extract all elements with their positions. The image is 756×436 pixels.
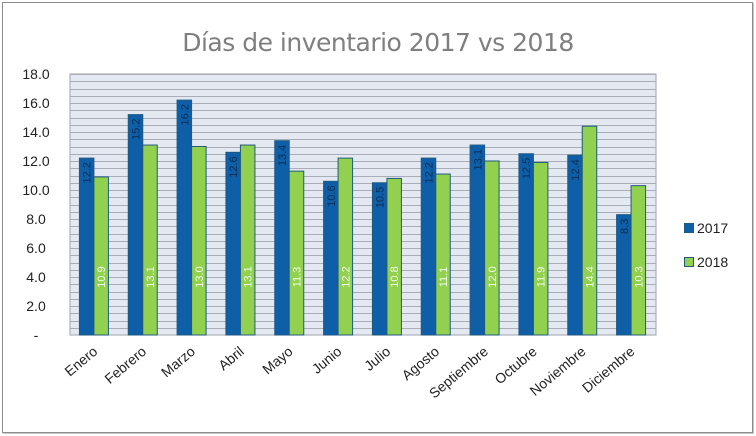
bar-2018-julio (386, 177, 402, 336)
bar-2017-febrero (127, 114, 144, 336)
data-label-2018-octubre: 11.9 (536, 267, 548, 288)
data-label-2017-diciembre: 8.3 (619, 219, 631, 234)
data-label-2018-junio: 12.2 (340, 266, 352, 287)
bar-2018-octubre (532, 161, 549, 336)
data-label-2017-septiembre: 13.1 (472, 149, 484, 170)
x-tick-label-julio: Julio (361, 343, 394, 374)
data-label-2017-abril: 12.6 (228, 156, 240, 177)
data-label-2018-noviembre: 14.4 (585, 266, 597, 287)
data-label-2017-enero: 12.2 (82, 162, 94, 183)
bar-2018-mayo (288, 170, 305, 336)
x-tick-label-enero: Enero (61, 343, 100, 379)
data-label-2017-junio: 10.6 (326, 185, 338, 206)
legend-label-2017: 2017 (697, 220, 729, 236)
data-label-2018-septiembre: 12.0 (487, 266, 499, 287)
y-tick-label: 2.0 (26, 298, 46, 314)
bar-2017-marzo (176, 99, 193, 336)
data-label-2018-diciembre: 10.3 (633, 266, 645, 287)
x-tick-label-febrero: Febrero (101, 343, 149, 387)
data-label-2018-agosto: 11.1 (438, 267, 450, 288)
bar-2017-abril (225, 151, 241, 336)
legend-swatch-2018 (684, 257, 694, 267)
data-label-2017-julio: 10.5 (375, 187, 387, 208)
data-label-2018-abril: 13.1 (243, 266, 255, 287)
data-label-2017-febrero: 15.2 (131, 119, 143, 140)
bar-2018-marzo (191, 146, 207, 336)
y-tick-label: 6.0 (26, 240, 46, 256)
data-label-2018-febrero: 13.1 (145, 266, 157, 287)
bar-2018-enero (93, 176, 109, 336)
legend: 2017 2018 (684, 218, 728, 286)
bar-2017-agosto (420, 157, 437, 336)
data-label-2017-agosto: 12.2 (424, 162, 436, 183)
data-label-2017-octubre: 12.5 (521, 158, 533, 179)
legend-label-2018: 2018 (697, 254, 729, 270)
y-tick-label: 18.0 (22, 66, 49, 82)
bar-2018-junio (337, 157, 354, 336)
bar-2018-abril (239, 144, 256, 336)
chart-title: Días de inventario 2017 vs 2018 (182, 28, 574, 57)
x-tick-label-mayo: Mayo (259, 343, 296, 377)
y-tick-label: 8.0 (26, 211, 46, 227)
bar-2018-febrero (142, 144, 158, 336)
legend-swatch-2017 (684, 223, 694, 233)
data-label-2017-noviembre: 12.4 (570, 159, 582, 180)
y-tick-label: 4.0 (26, 269, 46, 285)
bar-2017-mayo (274, 140, 290, 336)
x-tick-label-marzo: Marzo (158, 343, 198, 380)
x-tick-label-junio: Junio (309, 343, 345, 377)
bar-2017-enero (78, 157, 95, 336)
data-label-2018-marzo: 13.0 (194, 266, 206, 287)
y-tick-label: 12.0 (22, 153, 49, 169)
data-label-2018-mayo: 11.3 (292, 267, 304, 288)
bar-2018-diciembre (630, 185, 647, 336)
data-label-2018-enero: 10.9 (96, 266, 108, 287)
bar-2018-agosto (435, 173, 451, 336)
y-tick-label: 10.0 (22, 182, 49, 198)
data-label-2017-mayo: 13.4 (277, 145, 289, 166)
bar-2018-septiembre (484, 160, 500, 336)
y-tick-label: 14.0 (22, 124, 49, 140)
x-tick-label-diciembre: Diciembre (579, 343, 638, 396)
bar-2017-noviembre (567, 154, 583, 336)
data-label-2017-marzo: 16.2 (179, 104, 191, 125)
legend-item-2017: 2017 (684, 218, 728, 238)
y-tick-label: - (34, 327, 39, 343)
bar-2017-septiembre (469, 144, 486, 336)
x-tick-label-abril: Abril (215, 343, 247, 373)
data-label-2018-julio: 10.8 (389, 266, 401, 287)
bar-2017-octubre (518, 153, 534, 336)
bar-2018-noviembre (581, 125, 598, 336)
x-tick-label-agosto: Agosto (398, 343, 442, 383)
legend-item-2018: 2018 (684, 252, 728, 272)
y-tick-label: 16.0 (22, 95, 49, 111)
